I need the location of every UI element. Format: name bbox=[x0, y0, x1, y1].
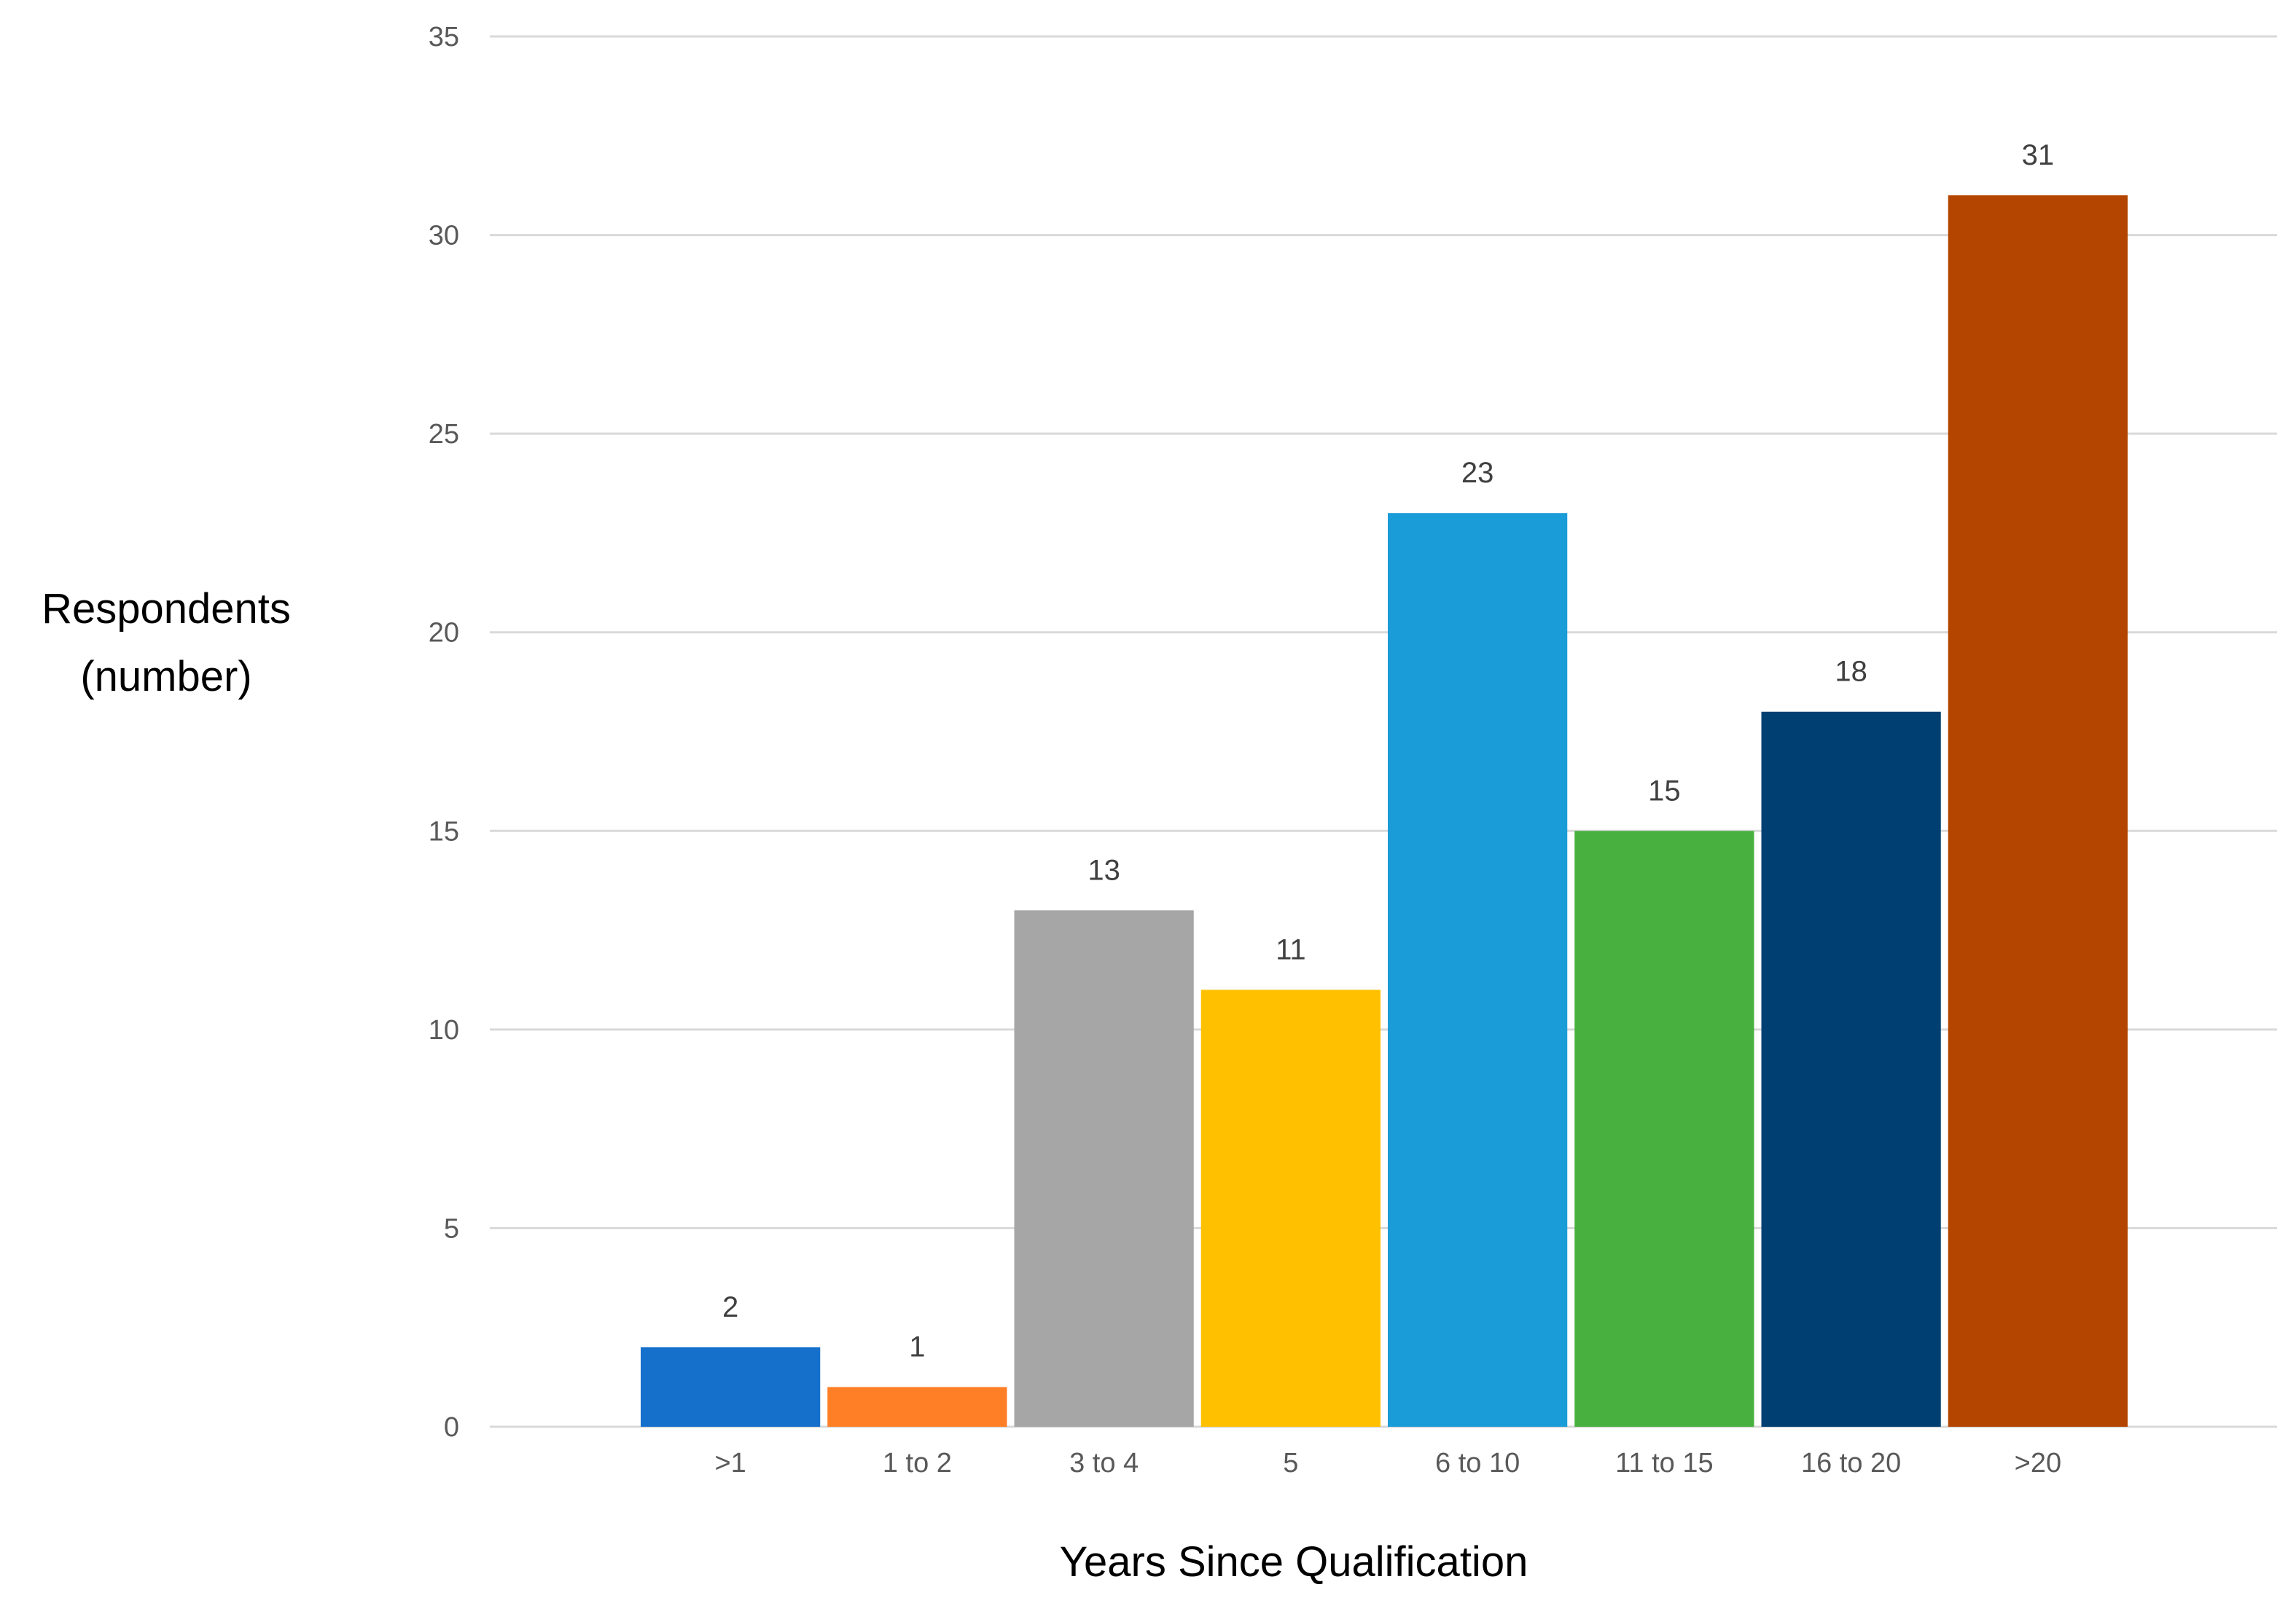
x-tick-label: 3 to 4 bbox=[1069, 1448, 1139, 1478]
x-tick-label: 5 bbox=[1283, 1448, 1298, 1478]
bar-data-label: 23 bbox=[1461, 457, 1494, 489]
x-axis-tick-labels: >1 1 to 2 3 to 4 5 6 to 10 11 to 15 16 to 20 >2… bbox=[714, 1448, 2061, 1478]
y-axis-tick-labels: 0 5 10 15 20 25 30 35 bbox=[429, 22, 459, 1443]
x-tick-label: >20 bbox=[2015, 1448, 2061, 1478]
y-axis-title-line-2: (number) bbox=[80, 653, 251, 700]
y-tick-label: 30 bbox=[429, 221, 459, 251]
y-tick-label: 25 bbox=[429, 419, 459, 450]
x-tick-label: 16 to 20 bbox=[1801, 1448, 1901, 1478]
bar-data-label: 31 bbox=[2022, 139, 2055, 171]
y-tick-label: 0 bbox=[444, 1412, 459, 1443]
bar-data-label: 13 bbox=[1088, 854, 1120, 886]
x-tick-label: >1 bbox=[714, 1448, 746, 1478]
y-axis-title-line-1: Respondents bbox=[42, 585, 291, 632]
bar bbox=[1948, 195, 2128, 1427]
bar-data-label: 15 bbox=[1648, 775, 1681, 807]
bar bbox=[827, 1387, 1007, 1427]
y-tick-label: 10 bbox=[429, 1015, 459, 1046]
bar-data-label: 1 bbox=[909, 1331, 925, 1363]
bar-data-label: 2 bbox=[722, 1291, 738, 1323]
bar-data-label: 11 bbox=[1276, 933, 1306, 966]
x-tick-label: 1 to 2 bbox=[883, 1448, 952, 1478]
x-axis-title: Years Since Qualification bbox=[1060, 1538, 1528, 1586]
bar bbox=[1574, 831, 1754, 1427]
data-labels: 2 1 13 11 23 15 18 31 bbox=[722, 139, 2054, 1363]
y-tick-label: 5 bbox=[444, 1213, 459, 1244]
x-tick-label: 6 to 10 bbox=[1435, 1448, 1520, 1478]
bar bbox=[1761, 711, 1941, 1427]
bar bbox=[641, 1347, 821, 1427]
y-tick-label: 35 bbox=[429, 22, 459, 52]
bar-data-label: 18 bbox=[1835, 656, 1867, 688]
y-tick-label: 20 bbox=[429, 618, 459, 649]
bar bbox=[1388, 513, 1568, 1427]
bar bbox=[1014, 910, 1194, 1427]
gridlines bbox=[490, 35, 2277, 1428]
bars bbox=[641, 195, 2128, 1427]
y-tick-label: 15 bbox=[429, 816, 459, 847]
x-tick-label: 11 to 15 bbox=[1615, 1448, 1714, 1478]
bar bbox=[1200, 990, 1381, 1427]
